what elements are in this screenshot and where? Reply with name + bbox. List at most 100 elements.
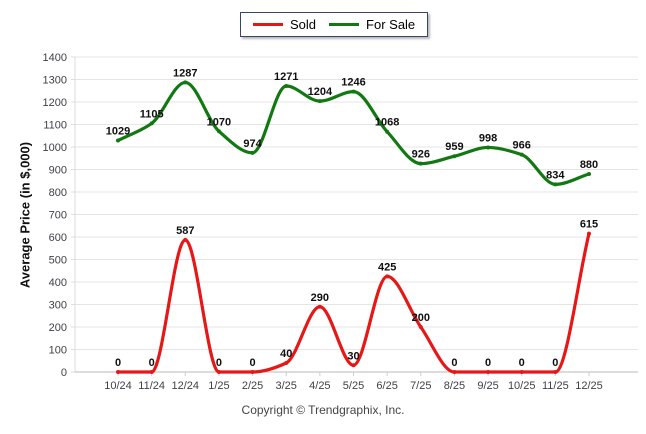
sold-data-label: 615 [580,219,598,231]
for-sale-data-label: 1287 [173,67,197,79]
sold-data-label: 0 [451,357,457,369]
sold-data-label: 0 [519,357,525,369]
for-sale-data-point [587,172,591,176]
for-sale-data-label: 926 [412,149,430,161]
y-tick-label: 200 [49,322,67,334]
sold-data-point [183,237,188,242]
x-tick-label: 9/25 [477,380,498,392]
for-sale-data-label: 1068 [375,117,399,129]
for-sale-data-point [216,129,221,134]
x-tick-label: 10/24 [104,380,132,392]
sold-data-label: 0 [149,357,155,369]
x-tick-label: 12/25 [575,380,603,392]
for-sale-data-label: 998 [479,132,497,144]
for-sale-data-label: 1070 [207,116,231,128]
legend-label-for-sale: For Sale [366,17,416,32]
for-sale-data-point [116,138,120,143]
sold-data-label: 0 [250,357,256,369]
sold-data-point [385,274,390,279]
sold-data-point [116,370,120,374]
sold-data-label: 587 [176,225,194,237]
sold-data-point [216,370,221,374]
sold-data-point [317,304,322,309]
for-sale-data-label: 974 [243,138,262,150]
for-sale-data-label: 1029 [106,125,130,137]
for-sale-line-series [116,80,591,186]
for-sale-data-label: 834 [546,169,565,181]
for-sale-data-label: 1204 [308,86,333,98]
for-sale-data-point [317,99,322,104]
y-tick-label: 100 [49,345,67,357]
sold-data-point [587,231,591,236]
y-tick-label: 700 [49,210,67,222]
x-tick-label: 7/25 [410,380,431,392]
for-sale-line-swatch [329,23,360,26]
for-sale-data-label: 966 [513,140,531,152]
y-tick-label: 0 [61,367,67,379]
sold-data-label: 0 [115,357,121,369]
for-sale-data-point [486,145,491,150]
sold-line-swatch [253,23,283,26]
x-tick-label: 2/25 [242,380,263,392]
sold-data-point [418,325,423,329]
sold-data-point [519,370,524,374]
chart-legend: Sold For Sale [240,12,429,37]
sold-data-point [351,363,356,368]
for-sale-data-label: 959 [445,141,463,153]
for-sale-data-point [385,129,390,134]
x-tick-label: 3/25 [276,380,297,392]
y-tick-label: 1400 [43,52,67,64]
y-tick-label: 1000 [43,142,67,154]
x-tick-label: 12/24 [172,380,200,392]
x-tick-label: 11/24 [138,380,165,392]
sold-data-label: 30 [347,350,359,362]
legend-item-for-sale: For Sale [329,18,415,31]
x-tick-label: 11/25 [542,380,569,392]
for-sale-data-point [553,182,558,187]
copyright-text: Copyright © Trendgraphix, Inc. [241,403,405,417]
legend-item-sold: Sold [253,18,316,31]
for-sale-data-point [519,152,524,157]
x-tick-label: 6/25 [376,380,397,392]
sold-data-point [250,370,255,374]
for-sale-data-label: 1246 [341,77,365,89]
y-tick-label: 300 [49,300,67,312]
sold-data-label: 425 [378,261,396,273]
y-tick-label: 1200 [43,97,67,109]
sold-data-label: 40 [280,348,292,360]
sold-data-label: 0 [552,357,558,369]
for-sale-data-point [284,84,289,89]
sold-data-point [553,370,558,374]
sold-data-point [284,361,289,365]
sold-data-point [452,370,457,374]
sold-line-series [116,232,591,374]
x-tick-label: 8/25 [444,380,465,392]
for-sale-data-label: 880 [580,159,598,171]
for-sale-data-point [351,89,356,94]
for-sale-data-point [183,80,188,85]
for-sale-data-label: 1105 [140,108,164,120]
x-tick-label: 5/25 [343,380,364,392]
sold-data-label: 0 [485,357,491,369]
sold-data-label: 200 [412,312,430,324]
y-tick-label: 500 [49,255,67,267]
for-sale-data-label: 1271 [274,71,298,83]
y-tick-label: 1300 [43,75,67,87]
legend-label-sold: Sold [290,17,317,32]
for-sale-data-point [418,161,423,166]
y-tick-label: 1100 [43,120,67,132]
x-tick-label: 4/25 [309,380,330,392]
sold-data-point [486,370,491,374]
for-sale-data-point [250,150,255,155]
for-sale-data-point [452,154,457,159]
y-tick-label: 400 [49,277,67,289]
x-tick-label: 10/25 [508,380,536,392]
y-tick-label: 900 [49,165,67,177]
y-axis-title: Average Price (in $,000) [17,141,33,289]
x-tick-label: 1/25 [208,380,229,392]
for-sale-data-point [149,121,154,126]
sold-data-label: 0 [216,357,222,369]
y-tick-label: 600 [49,232,67,244]
